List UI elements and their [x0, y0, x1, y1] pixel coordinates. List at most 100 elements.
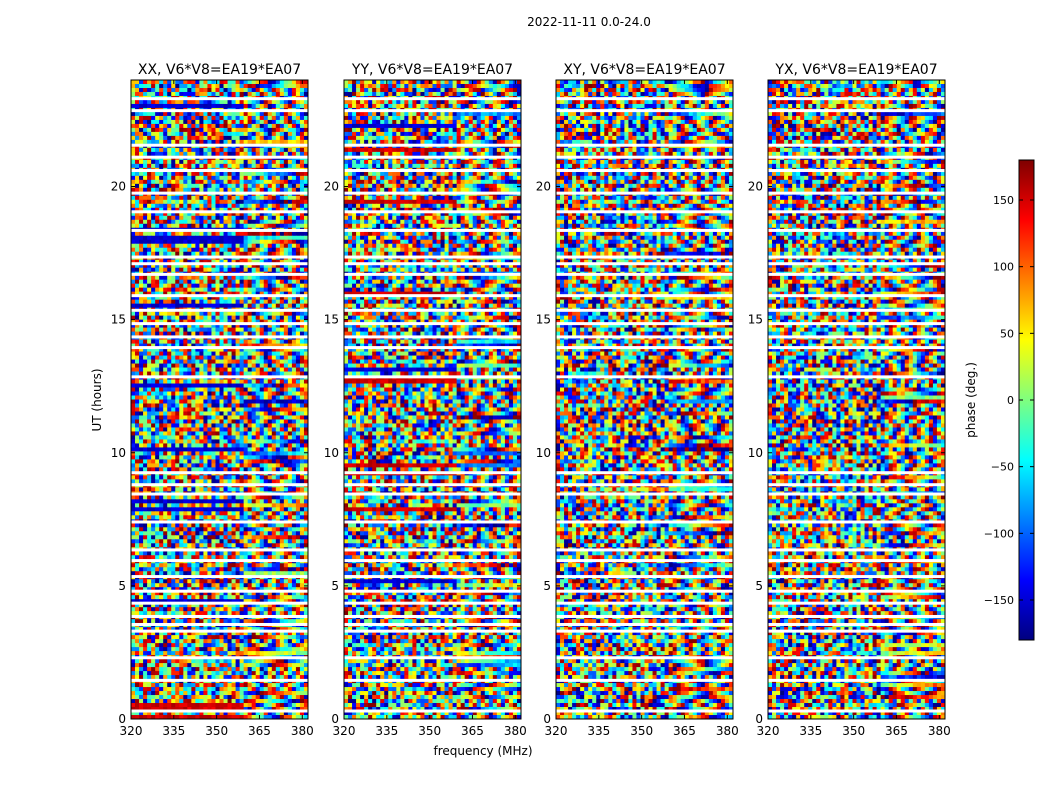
flagged-scan — [768, 709, 945, 713]
flagged-scan — [131, 191, 308, 195]
flagged-scan — [556, 629, 733, 633]
flagged-scan — [131, 483, 308, 487]
flagged-scan — [768, 143, 945, 147]
colorbar-tick-label: 100 — [993, 261, 1014, 274]
flagged-scan — [344, 109, 521, 113]
flagged-scan — [556, 575, 733, 579]
x-tick-label: 335 — [799, 724, 822, 738]
flagged-scan — [768, 294, 945, 298]
flagged-scan — [131, 375, 308, 379]
flagged-scan — [556, 656, 733, 660]
flagged-scan — [344, 520, 521, 524]
flagged-scan — [131, 575, 308, 579]
flagged-scan — [344, 709, 521, 713]
x-tick-label: 380 — [291, 724, 314, 738]
flagged-scan — [768, 520, 945, 524]
flagged-scan — [768, 601, 945, 605]
y-tick-label: 0 — [118, 712, 126, 726]
x-tick-label: 320 — [333, 724, 356, 738]
x-tick-label: 335 — [162, 724, 185, 738]
flagged-scan — [768, 678, 945, 682]
y-tick-label: 15 — [748, 313, 763, 327]
x-tick-label: 350 — [418, 724, 441, 738]
flagged-scan — [344, 210, 521, 214]
x-tick-label: 350 — [205, 724, 228, 738]
flagged-scan — [556, 294, 733, 298]
phase-image — [556, 80, 733, 719]
flagged-scan — [556, 155, 733, 159]
flagged-scan — [768, 155, 945, 159]
y-tick-label: 10 — [536, 446, 551, 460]
flagged-scan — [131, 678, 308, 682]
flagged-scan — [768, 622, 945, 626]
flagged-scan — [556, 228, 733, 232]
flagged-scan — [131, 589, 308, 593]
flagged-scan — [768, 346, 945, 350]
y-tick-label: 15 — [111, 313, 126, 327]
flagged-scan — [556, 559, 733, 563]
y-tick-label: 20 — [748, 180, 763, 194]
flagged-scan — [131, 155, 308, 159]
flagged-scan — [131, 322, 308, 326]
flagged-scan — [131, 255, 308, 259]
x-tick-label: 335 — [375, 724, 398, 738]
colorbar-tick-label: 150 — [993, 194, 1014, 207]
flagged-scan — [768, 169, 945, 173]
flagged-scan — [131, 97, 308, 101]
flagged-scan — [768, 272, 945, 276]
flagged-scan — [344, 656, 521, 660]
y-tick-label: 0 — [331, 712, 339, 726]
x-tick-label: 350 — [842, 724, 865, 738]
x-tick-label: 380 — [928, 724, 951, 738]
flagged-scan — [344, 375, 521, 379]
flagged-scan — [131, 656, 308, 660]
colorbar-tick-label: −100 — [984, 527, 1014, 540]
flagged-scan — [556, 255, 733, 259]
flagged-scan — [556, 335, 733, 339]
flagged-scan — [344, 155, 521, 159]
flagged-scan — [556, 589, 733, 593]
flagged-scan — [768, 614, 945, 618]
flagged-scan — [768, 97, 945, 101]
flagged-scan — [131, 228, 308, 232]
flagged-scan — [344, 346, 521, 350]
flagged-scan — [344, 272, 521, 276]
x-tick-label: 320 — [120, 724, 143, 738]
flagged-scan — [344, 483, 521, 487]
flagged-scan — [131, 169, 308, 173]
flagged-scan — [556, 143, 733, 147]
flagged-scan — [768, 656, 945, 660]
flagged-scan — [556, 375, 733, 379]
colorbar-tick-label: −150 — [984, 594, 1014, 607]
flagged-scan — [344, 191, 521, 195]
flagged-scan — [131, 492, 308, 496]
flagged-scan — [556, 262, 733, 266]
flagged-scan — [131, 548, 308, 552]
flagged-scan — [556, 272, 733, 276]
flagged-scan — [768, 322, 945, 326]
flagged-scan — [131, 335, 308, 339]
y-tick-label: 20 — [536, 180, 551, 194]
x-tick-label: 335 — [587, 724, 610, 738]
flagged-scan — [556, 322, 733, 326]
flagged-scan — [556, 169, 733, 173]
flagged-scan — [556, 709, 733, 713]
x-tick-label: 365 — [885, 724, 908, 738]
flagged-scan — [768, 575, 945, 579]
y-axis-label: UT (hours) — [90, 368, 104, 431]
y-tick-label: 15 — [536, 313, 551, 327]
panel-xy: XY, V6*V8=EA19*EA07 320 335 350 365 380 0 5 10 15… — [536, 62, 739, 738]
panel-frame — [130, 79, 309, 720]
flagged-scan — [344, 228, 521, 232]
flagged-scan — [131, 272, 308, 276]
x-tick-label: 365 — [461, 724, 484, 738]
flagged-scan — [131, 308, 308, 312]
flagged-scan — [556, 614, 733, 618]
flagged-scan — [556, 191, 733, 195]
panel-title: YY, V6*V8=EA19*EA07 — [351, 62, 513, 78]
flagged-scan — [768, 255, 945, 259]
flagged-scan — [344, 589, 521, 593]
y-tick-label: 20 — [324, 180, 339, 194]
y-tick-label: 5 — [755, 579, 763, 593]
flagged-scan — [131, 601, 308, 605]
